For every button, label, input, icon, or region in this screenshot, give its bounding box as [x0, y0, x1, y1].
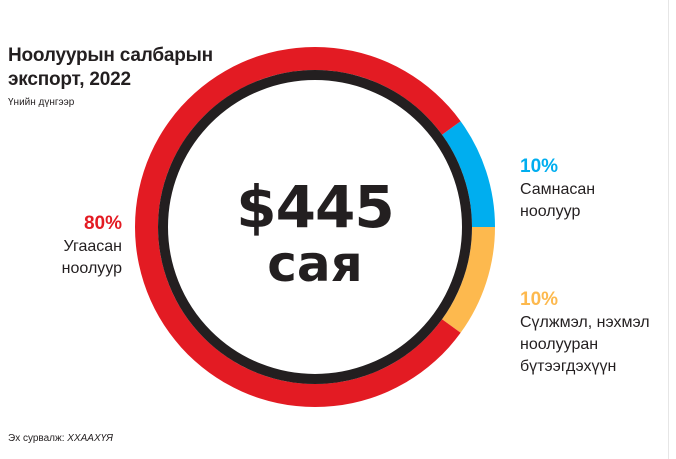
donut-slice — [442, 227, 495, 333]
slice-name-line: Самнасан — [520, 181, 596, 198]
slice-name-line: ноолууран — [520, 336, 599, 353]
slice-name-line: Сүлжмэл, нэхмэл — [520, 314, 650, 331]
slice-name-line: бүтээгдэхүүн — [520, 358, 617, 375]
source-note: Эх сурвалж: ХХААХҮЯ — [8, 433, 113, 444]
slice-percent-washed-cashmere: 80% — [83, 213, 122, 234]
slice-name-line: ноолуур — [61, 260, 122, 277]
chart-title: Ноолуурын салбарын экспорт, 2022 — [8, 45, 213, 90]
donut-slice — [442, 121, 495, 227]
center-total-unit: сая — [267, 235, 363, 293]
slice-percent-knitted-products: 10% — [520, 289, 559, 310]
slice-name-line: ноолуур — [520, 203, 581, 220]
slice-label-combed-cashmere: 10% Самнасан ноолуур — [520, 155, 595, 223]
right-edge-line — [668, 0, 669, 459]
slice-name-line: Угаасан — [63, 238, 122, 255]
donut-slices — [135, 46, 495, 407]
slice-label-knitted-products: 10% Сүлжмэл, нэхмэл ноолууран бүтээгдэхү… — [520, 288, 650, 378]
center-total-value: $445 — [236, 173, 394, 241]
slice-label-washed-cashmere: 80% Угаасан ноолуур — [62, 212, 122, 280]
inner-ring — [158, 70, 472, 384]
source-value: ХХААХҮЯ — [67, 433, 113, 444]
chart-subtitle: Үнийн дүнгээр — [8, 97, 75, 108]
slice-percent-combed-cashmere: 10% — [520, 156, 559, 177]
source-label: Эх сурвалж: — [8, 433, 65, 444]
